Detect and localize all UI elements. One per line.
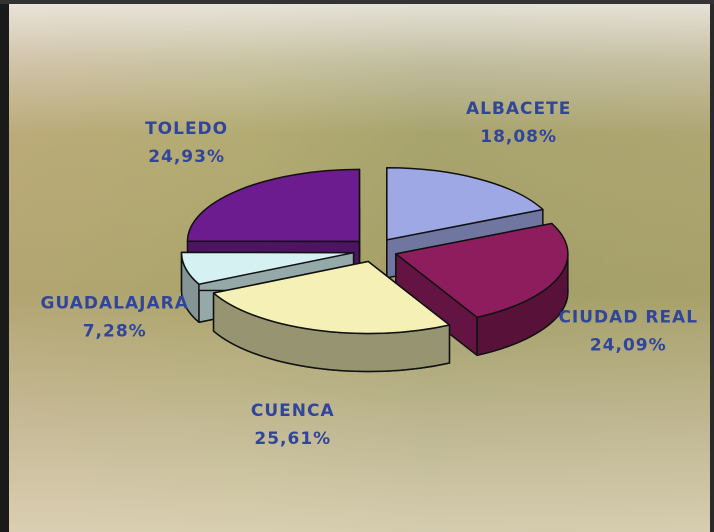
chart: ALBACETE 18,08% CIUDAD REAL 24,09% CUENCA 25,… <box>0 0 714 532</box>
slice-label: ALBACETE <box>466 99 571 119</box>
slice-label: CIUDAD REAL <box>558 308 698 328</box>
slice-label: CUENCA <box>251 401 335 421</box>
slice-value-label: 25,61% <box>254 429 331 449</box>
slice-label: TOLEDO <box>145 119 228 139</box>
slice-label: GUADALAJARA <box>41 294 189 314</box>
slice-value-label: 7,28% <box>83 322 147 342</box>
page: ALBACETE 18,08% CIUDAD REAL 24,09% CUENCA 25,… <box>0 0 714 532</box>
slice-top <box>187 169 359 241</box>
slice-value-label: 24,09% <box>590 336 667 356</box>
slice-value-label: 18,08% <box>480 127 557 147</box>
slice-value-label: 24,93% <box>148 147 225 167</box>
